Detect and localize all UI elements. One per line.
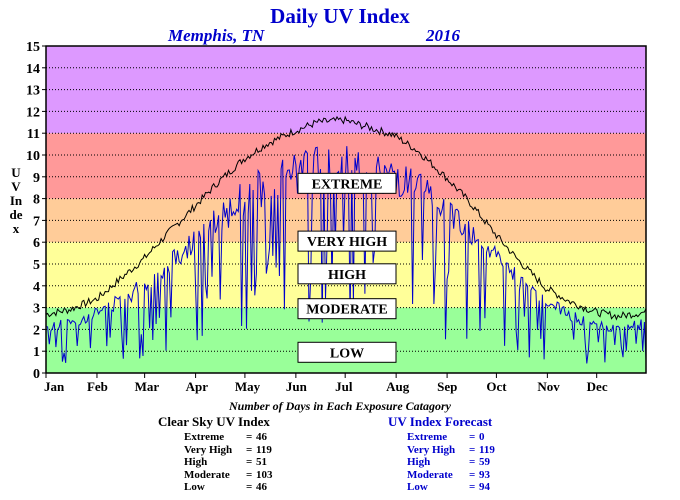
x-tick-label: May — [235, 379, 261, 394]
y-tick-label: 2 — [33, 323, 40, 338]
forecast-table: UV Index Forecast Extreme = 0 Very High … — [388, 414, 509, 494]
y-tick-label: 5 — [33, 258, 40, 273]
row-label: Moderate — [184, 468, 230, 481]
clear-sky-row-low: Low = 46 — [184, 481, 286, 494]
y-tick-label: 6 — [33, 236, 40, 251]
x-tick-label: Dec — [587, 379, 608, 394]
band-label: LOW — [330, 346, 364, 361]
y-tick-label: 9 — [33, 171, 40, 186]
row-equals: = — [469, 431, 476, 443]
row-value: 93 — [479, 468, 490, 481]
chart-title: Daily UV Index — [270, 4, 410, 28]
x-tick-label: Nov — [537, 379, 560, 394]
row-equals: = — [246, 443, 253, 456]
clear-sky-series-line — [45, 115, 647, 321]
band-label: EXTREME — [312, 177, 383, 192]
band-label: VERY HIGH — [307, 235, 387, 250]
forecast-row-high: High = 59 — [407, 456, 509, 469]
row-equals: = — [246, 481, 253, 493]
clear-sky-row-moderate: Moderate = 103 — [184, 469, 286, 482]
y-tick-label: 0 — [33, 367, 40, 382]
row-equals: = — [469, 468, 476, 481]
row-equals: = — [246, 431, 253, 443]
x-tick-label: Jun — [286, 379, 308, 394]
forecast-row-moderate: Moderate = 93 — [407, 469, 509, 482]
band-label-box — [297, 341, 397, 363]
row-equals: = — [469, 456, 476, 468]
x-tick-label: Aug — [386, 379, 410, 394]
y-tick-label: 15 — [26, 40, 40, 55]
row-label: Extreme — [184, 431, 225, 443]
y-tick-label: 8 — [33, 193, 40, 208]
y-axis-label: UV Index — [9, 165, 23, 236]
row-label: Moderate — [407, 468, 453, 481]
band-label-box — [297, 263, 397, 285]
counts-title: Number of Days in Each Exposure Catagory — [228, 399, 452, 413]
row-label: Very High — [184, 443, 233, 456]
y-tick-label: 7 — [33, 214, 40, 229]
clear-sky-table-title: Clear Sky UV Index — [158, 414, 270, 429]
x-tick-label: Jan — [44, 379, 65, 394]
row-value: 59 — [479, 456, 490, 468]
plot-frame — [45, 45, 647, 374]
forecast-series-line — [45, 146, 647, 364]
x-tick-label: Oct — [486, 379, 507, 394]
y-tick-label: 13 — [26, 84, 40, 99]
x-tick-label: Feb — [87, 379, 108, 394]
row-value: 119 — [479, 443, 495, 456]
row-label: Extreme — [407, 431, 448, 443]
row-label: Low — [184, 481, 205, 493]
row-value: 103 — [256, 468, 273, 481]
y-tick-label: 14 — [26, 62, 40, 77]
clear-sky-table: Clear Sky UV Index Extreme = 46 Very Hig… — [158, 414, 286, 494]
y-tick-label: 4 — [33, 280, 40, 295]
band-label-box — [297, 230, 397, 252]
row-label: Low — [407, 481, 428, 493]
row-equals: = — [469, 481, 476, 493]
row-equals: = — [246, 456, 253, 468]
x-tick-label: Sep — [437, 379, 457, 394]
clear-sky-row-high: High = 51 — [184, 456, 286, 469]
band-label-box — [297, 172, 397, 194]
forecast-row-extreme: Extreme = 0 — [407, 431, 509, 444]
y-tick-label: 1 — [33, 345, 40, 360]
row-value: 46 — [256, 431, 267, 443]
row-equals: = — [246, 468, 253, 481]
y-tick-label: 12 — [26, 105, 40, 120]
row-value: 51 — [256, 456, 267, 468]
forecast-row-very-high: Very High = 119 — [407, 444, 509, 457]
x-tick-label: Mar — [135, 379, 160, 394]
row-value: 46 — [256, 481, 267, 493]
x-tick-label: Jul — [335, 379, 353, 394]
clear-sky-row-very-high: Very High = 119 — [184, 444, 286, 457]
y-tick-label: 11 — [27, 127, 40, 142]
row-value: 119 — [256, 443, 272, 456]
row-equals: = — [469, 443, 476, 456]
band-label: MODERATE — [306, 303, 387, 318]
chart-location: Memphis, TN — [168, 26, 265, 45]
band-label-box — [297, 298, 397, 320]
forecast-row-low: Low = 94 — [407, 481, 509, 494]
row-label: High — [184, 456, 208, 468]
forecast-table-title: UV Index Forecast — [388, 414, 493, 429]
chart-year: 2016 — [426, 26, 460, 45]
clear-sky-row-extreme: Extreme = 46 — [184, 431, 286, 444]
row-label: High — [407, 456, 431, 468]
y-tick-label: 3 — [33, 302, 40, 317]
row-label: Very High — [407, 443, 456, 456]
band-label: HIGH — [328, 268, 366, 283]
row-value: 0 — [479, 431, 485, 443]
y-tick-label: 10 — [26, 149, 40, 164]
row-value: 94 — [479, 481, 490, 493]
x-tick-label: Apr — [186, 379, 209, 394]
